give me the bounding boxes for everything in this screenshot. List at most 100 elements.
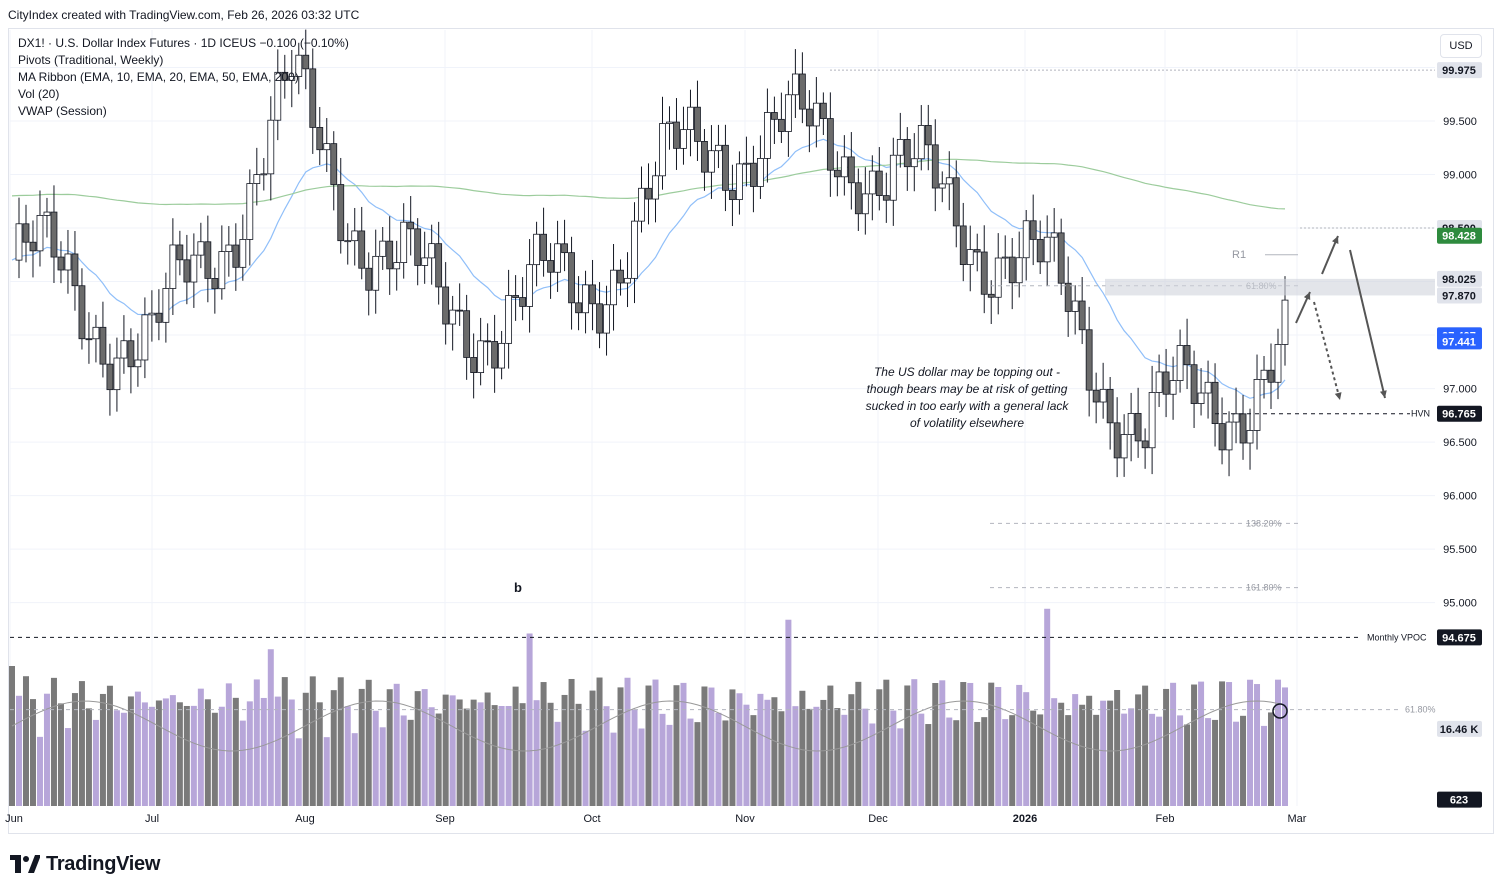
volume-bar — [946, 717, 953, 806]
candle-body — [833, 169, 841, 178]
volume-bar — [407, 719, 414, 806]
candle-body — [875, 170, 883, 196]
legend-indicator-pivots[interactable]: Pivots (Traditional, Weekly) — [18, 53, 164, 67]
candle-body — [183, 259, 191, 283]
volume-bar — [1058, 702, 1065, 806]
candle-body — [868, 170, 876, 195]
price-badge-bg — [1437, 287, 1482, 304]
candle — [1190, 350, 1198, 428]
volume-bar — [785, 619, 792, 806]
candle-body — [323, 143, 331, 151]
candle-body — [99, 326, 107, 365]
candle — [449, 295, 457, 351]
volume-bar — [442, 694, 449, 806]
candle — [519, 277, 526, 321]
price-badge-text: 94.675 — [1442, 632, 1476, 644]
candle-body — [1218, 423, 1226, 451]
candle — [757, 135, 764, 199]
candle — [1092, 372, 1100, 424]
volume-bar — [498, 705, 505, 806]
volume-bar — [729, 689, 736, 806]
candle — [407, 196, 415, 256]
candle-body — [337, 184, 345, 242]
legend-title-row[interactable]: DX1! · U.S. Dollar Index Futures · 1D IC… — [18, 35, 349, 52]
candle — [113, 337, 121, 412]
candle-body — [575, 302, 582, 314]
volume-bar — [939, 680, 946, 806]
candle-body — [1022, 220, 1030, 259]
candle — [1218, 397, 1226, 465]
candle — [722, 124, 729, 212]
volume-bar — [918, 713, 925, 806]
currency-button[interactable]: USD — [1440, 34, 1482, 58]
volume-bar — [575, 703, 582, 806]
candle-body — [1127, 412, 1135, 435]
candle-body — [421, 257, 429, 266]
candle-body — [980, 251, 988, 295]
volume-bar — [50, 677, 57, 806]
candle-body — [784, 94, 792, 132]
price-badge: 96.765 — [1437, 405, 1482, 422]
candle-body — [533, 233, 540, 266]
volume-bar — [1142, 685, 1149, 806]
chart-frame — [8, 28, 1494, 834]
volume-bar — [680, 682, 687, 806]
candle — [414, 218, 422, 286]
volume-bar — [1226, 682, 1233, 806]
price-badge-text: 99.975 — [1442, 65, 1476, 77]
level-label: 161.80% — [1246, 583, 1282, 593]
candle — [736, 151, 743, 215]
candle-body — [1001, 256, 1009, 259]
candle-body — [771, 112, 778, 120]
volume-bar — [932, 682, 939, 806]
volume-bar — [92, 719, 99, 806]
candle-body — [302, 54, 310, 70]
volume-spike-marker — [1272, 703, 1288, 719]
legend-indicator-vwap[interactable]: VWAP (Session) — [18, 104, 107, 118]
candle — [610, 244, 617, 331]
volume-bar — [1030, 710, 1037, 806]
candle-body — [1274, 344, 1282, 383]
candle — [554, 220, 561, 292]
candle — [540, 207, 547, 277]
candle-body — [22, 223, 30, 243]
candle — [169, 218, 177, 316]
volume-bar — [491, 705, 498, 806]
candle — [323, 118, 331, 172]
candle — [1001, 235, 1009, 279]
candle — [966, 225, 974, 292]
candle-body — [1169, 380, 1177, 395]
candle-body — [211, 278, 219, 290]
volume-bar — [260, 697, 267, 806]
volume-bar — [169, 695, 176, 806]
candle-body — [85, 338, 93, 341]
candle-body — [729, 189, 736, 201]
candle-body — [1008, 256, 1016, 284]
candle — [952, 160, 960, 248]
candle — [1071, 285, 1079, 335]
candle — [959, 202, 967, 282]
volume-bar — [22, 676, 29, 806]
candle-body — [120, 340, 128, 359]
tradingview-logo[interactable]: TradingView — [10, 852, 160, 876]
volume-bar — [953, 720, 960, 806]
price-badge-text: 623 — [1450, 795, 1468, 807]
candle-body — [819, 102, 827, 119]
legend-indicator-ma-ribbon[interactable]: MA Ribbon (EMA, 10, EMA, 20, EMA, 50, EM… — [18, 70, 299, 84]
candle — [1134, 387, 1142, 458]
candle — [708, 125, 715, 199]
legend-indicator-volume[interactable]: Vol (20) — [18, 87, 60, 101]
candle — [127, 328, 135, 394]
candle — [302, 29, 310, 90]
candle-body — [484, 340, 492, 343]
candle — [253, 147, 261, 206]
volume-bar — [337, 677, 344, 806]
candle — [351, 207, 359, 266]
candle-body — [582, 284, 589, 314]
volume-bar — [883, 679, 890, 806]
candle-body — [882, 195, 890, 201]
projection-arrow-head — [1379, 390, 1387, 398]
candle — [1239, 394, 1247, 460]
candle-body — [994, 257, 1002, 298]
